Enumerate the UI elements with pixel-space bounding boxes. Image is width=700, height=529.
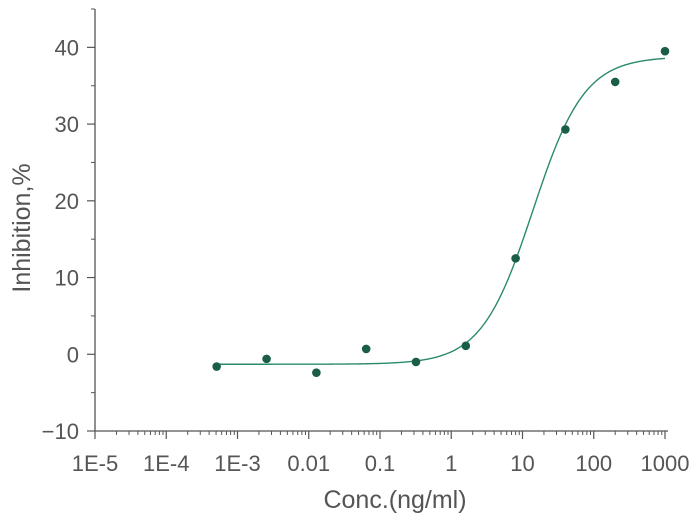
x-tick-label: 100 [575, 451, 612, 476]
y-tick-label: 40 [55, 35, 79, 60]
data-point [312, 368, 321, 377]
data-point [411, 357, 421, 367]
y-tick-label: −10 [42, 419, 79, 444]
data-point [212, 362, 221, 371]
x-tick-label: 0.1 [365, 451, 396, 476]
y-tick-label: 0 [67, 342, 79, 367]
y-axis-title: Inhibition,% [8, 163, 36, 292]
data-point [262, 354, 271, 364]
y-tick-label: 20 [55, 189, 79, 214]
x-tick-label: 1E-5 [72, 451, 118, 476]
fit-curve [216, 57, 666, 365]
points-layer [212, 46, 670, 377]
x-tick-label: 1000 [641, 451, 690, 476]
axes: −10 0 10 20 30 40 1E-5 1E-4 1E-3 0.01 0.1 1 10 100 100… [42, 8, 690, 476]
data-point [511, 254, 520, 263]
x-tick-label: 10 [510, 451, 534, 476]
x-tick-label: 0.01 [287, 451, 330, 476]
data-point [561, 125, 570, 134]
y-tick-label: 10 [55, 266, 79, 291]
x-tick-label: 1 [445, 451, 457, 476]
data-point [361, 344, 371, 354]
fit-layer [216, 57, 666, 365]
data-point [610, 77, 620, 87]
data-point [660, 46, 670, 56]
data-point [461, 341, 471, 351]
x-axis-title: Conc.(ng/ml) [323, 486, 466, 514]
x-tick-label: 1E-4 [143, 451, 189, 476]
y-tick-label: 30 [55, 112, 79, 137]
x-tick-label: 1E-3 [214, 451, 260, 476]
